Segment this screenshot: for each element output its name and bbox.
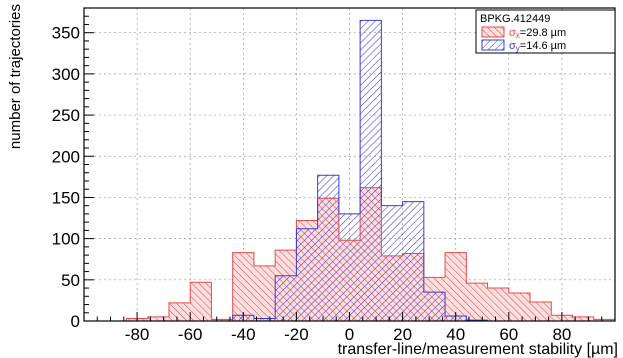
histogram-bar: [466, 283, 488, 321]
y-tick-labels: 0 50 100 150 200 250 300 350: [52, 24, 80, 331]
x-tick-label: -40: [231, 325, 256, 344]
y-tick-label: 200: [52, 147, 80, 166]
legend-entry-sigma-x: σx=29.8 µm: [509, 27, 566, 40]
x-tick-label: 0: [345, 325, 354, 344]
y-tick-label: 300: [52, 65, 80, 84]
y-tick-label: 350: [52, 24, 80, 43]
histogram-bar: [530, 302, 552, 321]
histogram-bar: [147, 316, 169, 321]
histogram-bar: [445, 252, 467, 321]
y-tick-label: 0: [71, 312, 80, 331]
y-tick-label: 250: [52, 106, 80, 125]
x-tick-labels: -80 -60 -40 -20 0 20 40 60 80: [125, 325, 572, 344]
x-tick-label: -60: [178, 325, 203, 344]
histogram-bar: [275, 275, 297, 321]
histogram-bar: [360, 20, 382, 322]
legend-title: BPKG.412449: [480, 13, 550, 25]
legend-entry-sigma-y: σy=14.6 µm: [509, 40, 566, 53]
histogram-bar: [253, 265, 276, 321]
histogram-bar: [572, 316, 594, 321]
histogram-bar: [338, 213, 361, 321]
legend: BPKG.412449 σx=29.8 µm σy=14.6 µm: [475, 9, 616, 54]
histogram-bar: [508, 292, 531, 321]
axis-ticks: [84, 15, 603, 322]
x-tick-label: -80: [125, 325, 150, 344]
y-tick-label: 50: [61, 271, 80, 290]
histogram-bar: [190, 282, 212, 321]
histogram-bar: [296, 228, 318, 321]
histogram-bar: [253, 318, 276, 321]
x-tick-label: 20: [393, 325, 412, 344]
y-tick-label: 100: [52, 230, 80, 249]
histogram-bar: [211, 319, 233, 321]
legend-swatch-sigma-y: [481, 39, 505, 51]
histogram-bar: [423, 292, 446, 321]
histogram-bar: [232, 252, 254, 321]
histogram-bar: [381, 205, 403, 321]
x-tick-label: 60: [499, 325, 518, 344]
x-tick-label: -20: [284, 325, 309, 344]
histogram-bar: [317, 175, 339, 321]
x-tick-label: 40: [446, 325, 465, 344]
histogram-bar: [168, 302, 191, 321]
histogram-bar: [487, 288, 509, 321]
x-tick-label: 80: [552, 325, 571, 344]
histogram-bar: [402, 201, 424, 321]
y-tick-label: 150: [52, 188, 80, 207]
y-axis-title: number of trajectories: [7, 4, 24, 149]
histogram-bar: [593, 319, 615, 321]
legend-swatch-sigma-x: [481, 26, 505, 38]
x-axis-title: transfer-line/measurement stability [µm]: [338, 341, 618, 358]
